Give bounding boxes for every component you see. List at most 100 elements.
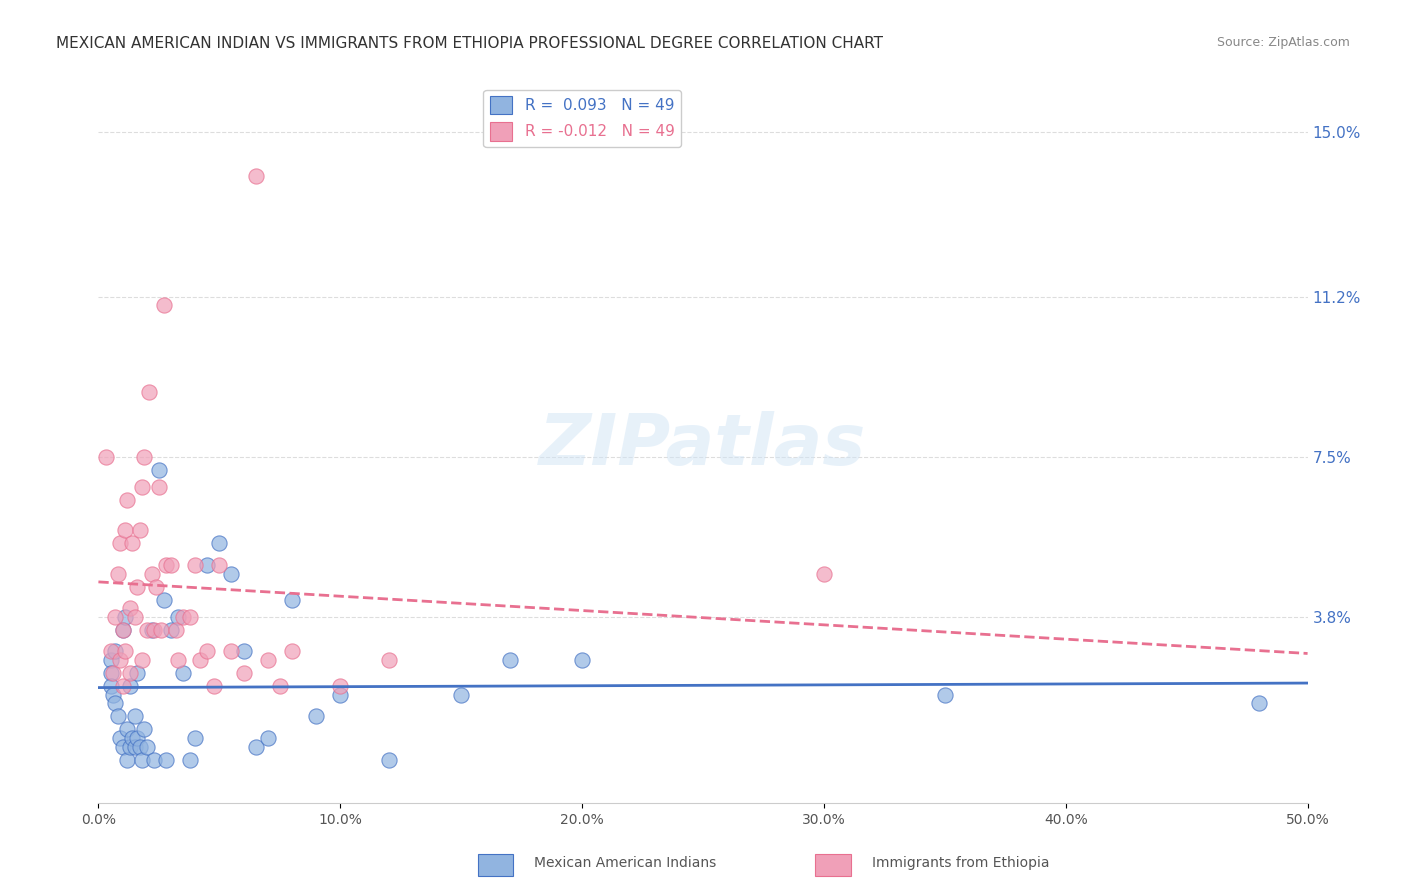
Point xyxy=(124,739,146,754)
Point xyxy=(498,653,520,667)
Point xyxy=(131,753,153,767)
Legend: R =  0.093   N = 49, R = -0.012   N = 49: R = 0.093 N = 49, R = -0.012 N = 49 xyxy=(484,90,681,147)
Point xyxy=(155,558,177,572)
Point xyxy=(256,731,278,745)
Point xyxy=(138,384,160,399)
Point xyxy=(145,580,167,594)
Point xyxy=(118,601,141,615)
Point xyxy=(117,723,139,737)
Point xyxy=(232,666,254,681)
Point xyxy=(114,524,136,538)
Point xyxy=(281,644,304,658)
Point xyxy=(108,536,131,550)
Point xyxy=(377,753,399,767)
Point xyxy=(118,739,141,754)
Point xyxy=(100,679,122,693)
Text: Immigrants from Ethiopia: Immigrants from Ethiopia xyxy=(872,855,1049,870)
Point xyxy=(179,753,201,767)
Point xyxy=(172,666,194,681)
Point xyxy=(281,592,304,607)
Point xyxy=(571,653,593,667)
Point xyxy=(121,536,143,550)
Point xyxy=(152,298,174,312)
Point xyxy=(141,566,163,581)
Point xyxy=(148,480,170,494)
Point xyxy=(118,679,141,693)
Point xyxy=(124,610,146,624)
Point xyxy=(208,536,231,550)
Point xyxy=(143,623,166,637)
Point xyxy=(934,688,956,702)
Point xyxy=(150,623,173,637)
Point xyxy=(269,679,291,693)
Point xyxy=(127,580,149,594)
Point xyxy=(117,753,139,767)
Point xyxy=(111,623,134,637)
Point xyxy=(100,666,122,681)
Point xyxy=(232,644,254,658)
Point xyxy=(134,450,156,464)
Point xyxy=(188,653,211,667)
Point xyxy=(172,610,194,624)
Point xyxy=(813,566,835,581)
Point xyxy=(134,723,156,737)
Point xyxy=(152,592,174,607)
Point xyxy=(127,666,149,681)
Point xyxy=(148,463,170,477)
Point xyxy=(108,653,131,667)
Point xyxy=(184,558,207,572)
Point xyxy=(160,558,183,572)
Point xyxy=(117,493,139,508)
Point xyxy=(256,653,278,667)
Point xyxy=(118,666,141,681)
Point xyxy=(221,566,243,581)
Point xyxy=(131,653,153,667)
Point xyxy=(127,731,149,745)
Point xyxy=(245,739,267,754)
Text: MEXICAN AMERICAN INDIAN VS IMMIGRANTS FROM ETHIOPIA PROFESSIONAL DEGREE CORRELAT: MEXICAN AMERICAN INDIAN VS IMMIGRANTS FR… xyxy=(56,36,883,51)
Point xyxy=(101,688,124,702)
Text: Source: ZipAtlas.com: Source: ZipAtlas.com xyxy=(1216,36,1350,49)
Point xyxy=(208,558,231,572)
Point xyxy=(141,623,163,637)
Point xyxy=(204,679,226,693)
Point xyxy=(245,169,267,183)
Point xyxy=(94,450,117,464)
Point xyxy=(104,644,127,658)
Text: Mexican American Indians: Mexican American Indians xyxy=(534,855,717,870)
Point xyxy=(143,753,166,767)
Point xyxy=(111,739,134,754)
Text: ZIPatlas: ZIPatlas xyxy=(540,411,866,481)
Point xyxy=(221,644,243,658)
Point xyxy=(111,623,134,637)
Point xyxy=(195,644,218,658)
Point xyxy=(128,739,150,754)
Point xyxy=(101,666,124,681)
Point xyxy=(1249,696,1271,710)
Point xyxy=(305,709,328,723)
Point xyxy=(135,739,157,754)
Point xyxy=(124,709,146,723)
Point xyxy=(114,610,136,624)
Point xyxy=(104,610,127,624)
Point xyxy=(104,696,127,710)
Point xyxy=(184,731,207,745)
Point xyxy=(135,623,157,637)
Point xyxy=(111,679,134,693)
Point xyxy=(108,731,131,745)
Point xyxy=(450,688,472,702)
Point xyxy=(131,480,153,494)
Point xyxy=(329,688,352,702)
Point xyxy=(155,753,177,767)
Point xyxy=(100,644,122,658)
Point xyxy=(195,558,218,572)
Point xyxy=(329,679,352,693)
Point xyxy=(114,644,136,658)
Point xyxy=(167,610,190,624)
Point xyxy=(167,653,190,667)
Point xyxy=(179,610,201,624)
Point xyxy=(160,623,183,637)
Point xyxy=(121,731,143,745)
Point xyxy=(377,653,399,667)
Point xyxy=(165,623,187,637)
